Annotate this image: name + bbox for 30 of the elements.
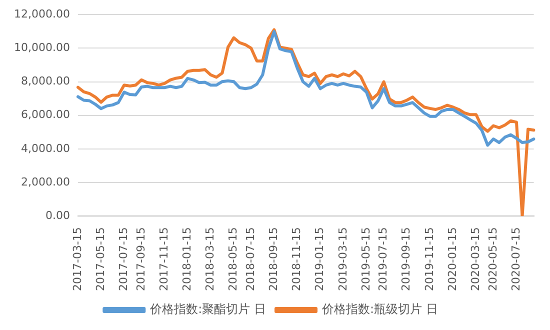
x-tick-label: 2019-09-15 [400,227,413,292]
x-tick-label: 2019-07-15 [376,227,390,292]
x-tick-label: 2020-03-15 [468,227,482,292]
x-tick-label: 2018-01-15 [180,227,194,292]
x-tick-label: 2017-09-15 [134,227,148,292]
y-tick-label: 8,000.00 [21,74,70,88]
x-tick-label: 2018-07-15 [244,227,257,292]
legend-label: 价格指数:聚酯切片 日 [149,302,266,316]
y-tick-label: 0.00 [45,208,70,222]
x-tick-label: 2018-09-15 [267,227,280,292]
x-tick-label: 2018-03-15 [204,227,217,292]
legend-label: 价格指数:瓶级切片 日 [321,302,438,316]
y-tick-label: 4,000.00 [21,142,70,155]
x-tick-label: 2019-01-15 [313,227,326,292]
y-tick-label: 10,000.00 [14,41,70,54]
x-tick-label: 2017-07-15 [117,227,130,292]
x-tick-label: 2017-03-15 [70,227,84,292]
x-tick-label: 2019-11-15 [422,227,436,292]
x-tick-label: 2019-05-15 [359,227,372,292]
x-tick-label: 2020-01-15 [446,227,459,292]
x-tick-label: 2020-05-15 [486,227,500,292]
y-tick-label: 6,000.00 [21,108,70,122]
x-tick-label: 2017-11-15 [157,227,170,292]
y-tick-label: 2,000.00 [21,175,70,188]
y-tick-label: 12,000.00 [14,7,70,20]
x-tick-label: 2018-05-15 [226,227,240,292]
x-tick-label: 2020-07-15 [509,227,522,292]
x-tick-label: 2019-03-15 [336,227,350,292]
x-tick-label: 2018-11-15 [290,227,304,292]
x-tick-label: 2017-05-15 [94,227,107,292]
